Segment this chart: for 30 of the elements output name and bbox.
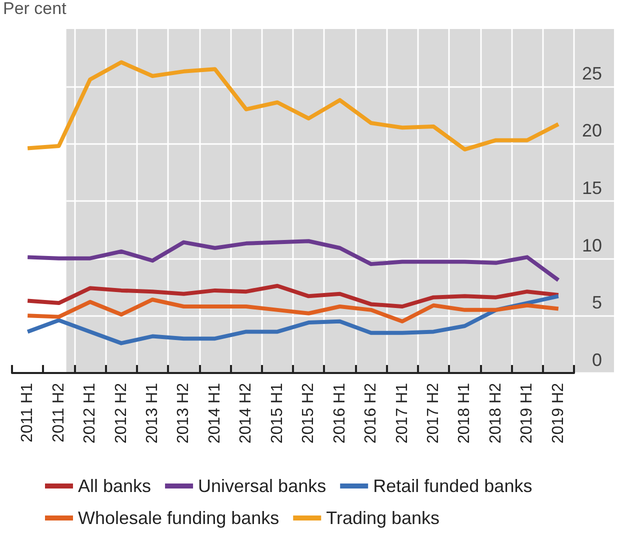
x-tick-label: 2012 H2 xyxy=(112,382,130,444)
y-axis-title: Per cent xyxy=(3,0,67,18)
x-tick-label: 2013 H1 xyxy=(144,382,161,444)
x-tick-label: 2011 H1 xyxy=(19,382,36,442)
x-tick-label: 2017 H1 xyxy=(394,382,411,444)
x-tick-label: 2016 H1 xyxy=(331,382,348,444)
legend-label: Trading banks xyxy=(326,508,440,528)
y-tick-label: 15 xyxy=(582,178,602,198)
x-tick-label: 2016 H2 xyxy=(362,382,380,444)
x-tick-label: 2018 H2 xyxy=(487,382,504,444)
x-tick-label: 2015 H1 xyxy=(268,382,286,444)
x-tick-label: 2019 H2 xyxy=(550,382,567,444)
y-tick-label: 20 xyxy=(582,120,602,141)
y-tick-label: 5 xyxy=(592,292,602,313)
y-tick-label: 0 xyxy=(592,350,602,370)
legend-label: Universal banks xyxy=(198,476,326,496)
legend-label: Retail funded banks xyxy=(373,476,532,496)
x-tick-label: 2018 H1 xyxy=(456,382,474,444)
x-tick-label: 2014 H2 xyxy=(238,382,255,444)
x-tick-label: 2014 H1 xyxy=(206,382,224,444)
legend-label: All banks xyxy=(78,476,152,496)
x-tick-label: 2019 H1 xyxy=(518,382,536,444)
y-tick-label: 25 xyxy=(582,63,602,84)
x-tick-label: 2017 H2 xyxy=(425,382,442,444)
legend-label: Wholesale funding banks xyxy=(78,508,280,528)
x-tick-label: 2015 H2 xyxy=(300,382,318,444)
x-tick-label: 2012 H1 xyxy=(82,382,99,444)
x-tick-label: 2011 H2 xyxy=(50,382,68,442)
x-tick-label: 2013 H2 xyxy=(175,382,192,444)
y-tick-label: 10 xyxy=(582,235,602,256)
